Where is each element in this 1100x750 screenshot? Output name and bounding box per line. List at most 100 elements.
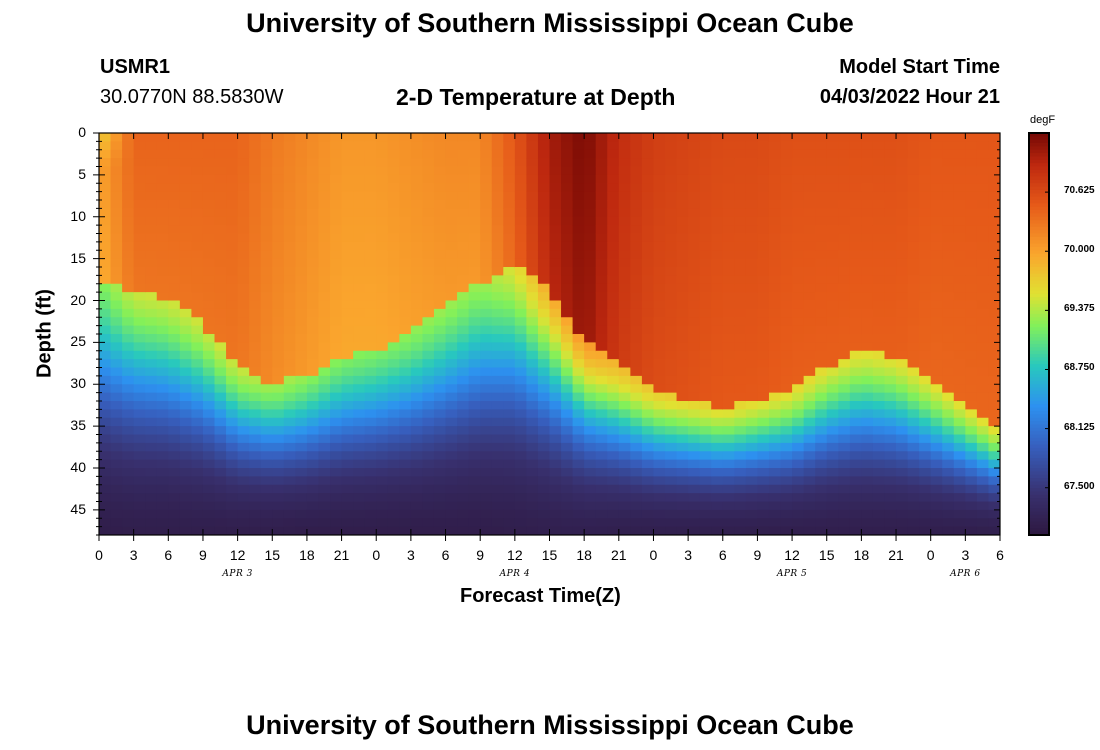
heatmap-cell [214, 325, 227, 335]
heatmap-cell [133, 225, 146, 235]
heatmap-cell [561, 401, 574, 410]
heatmap-cell [711, 200, 724, 209]
heatmap-cell [422, 451, 435, 461]
heatmap-cell [919, 392, 932, 402]
heatmap-cell [341, 208, 354, 218]
heatmap-cell [641, 334, 655, 343]
y-tick-label: 0 [78, 124, 86, 140]
heatmap-cell [468, 233, 481, 243]
heatmap-cell [387, 434, 400, 444]
heatmap-cell [341, 375, 354, 385]
heatmap-cell [896, 141, 909, 151]
heatmap-cell [665, 342, 678, 352]
heatmap-cell [884, 300, 897, 310]
heatmap-cell [457, 426, 470, 436]
heatmap-cell [491, 300, 504, 310]
heatmap-cell [572, 367, 585, 377]
heatmap-cell [422, 518, 435, 528]
heatmap-cell [745, 174, 759, 184]
heatmap-cell [930, 484, 943, 494]
heatmap-cell [226, 384, 239, 394]
heatmap-cell [641, 392, 655, 402]
heatmap-cell [353, 434, 366, 444]
heatmap-cell [838, 300, 851, 310]
heatmap-cell [399, 183, 412, 193]
heatmap-cell [330, 417, 343, 427]
heatmap-cell [872, 451, 886, 461]
heatmap-cell [745, 133, 759, 142]
heatmap-cell [976, 200, 990, 209]
heatmap-cell [191, 191, 204, 201]
heatmap-cell [145, 292, 158, 302]
heatmap-cell [722, 308, 735, 318]
heatmap-cell [757, 509, 770, 519]
heatmap-cell [330, 216, 343, 226]
heatmap-cell [561, 375, 574, 385]
heatmap-cell [283, 509, 296, 519]
heatmap-cell [595, 208, 608, 218]
heatmap-cell [965, 375, 978, 385]
heatmap-cell [768, 451, 782, 461]
heatmap-cell [468, 375, 481, 385]
heatmap-cell [699, 417, 712, 427]
heatmap-cell [353, 367, 366, 377]
heatmap-cell [306, 375, 320, 385]
heatmap-cell [491, 501, 504, 511]
heatmap-cell [330, 133, 343, 142]
heatmap-cell [491, 350, 504, 360]
heatmap-cell [711, 426, 724, 436]
heatmap-cell [745, 183, 759, 193]
heatmap-cell [156, 493, 169, 503]
heatmap-cell [584, 191, 597, 201]
heatmap-cell [942, 250, 955, 260]
heatmap-cell [237, 392, 250, 402]
heatmap-cell [110, 476, 123, 486]
heatmap-cell [711, 417, 724, 427]
heatmap-cell [237, 258, 250, 268]
heatmap-cell [526, 459, 539, 469]
heatmap-cell [468, 300, 481, 310]
heatmap-cell [433, 434, 447, 444]
heatmap-cell [641, 350, 655, 360]
heatmap-cell [214, 208, 227, 218]
colorbar-segment [1029, 290, 1049, 295]
heatmap-cell [537, 191, 551, 201]
heatmap-cell [641, 384, 655, 394]
heatmap-cell [399, 350, 412, 360]
heatmap-cell [734, 166, 747, 176]
heatmap-cell [630, 334, 643, 343]
heatmap-cell [306, 359, 320, 369]
heatmap-cell [919, 518, 932, 528]
heatmap-cell [202, 166, 216, 176]
heatmap-cell [145, 258, 158, 268]
heatmap-cell [572, 191, 585, 201]
heatmap-cell [688, 375, 701, 385]
heatmap-cell [826, 267, 839, 276]
heatmap-cell [260, 417, 273, 427]
colorbar-segment [1029, 518, 1049, 523]
heatmap-cell [653, 258, 666, 268]
heatmap-cell [965, 359, 978, 369]
heatmap-cell [792, 359, 805, 369]
heatmap-cell [792, 141, 805, 151]
heatmap-cell [919, 426, 932, 436]
heatmap-cell [780, 166, 793, 176]
heatmap-cell [907, 459, 920, 469]
heatmap-cell [734, 208, 747, 218]
heatmap-cell [526, 384, 539, 394]
heatmap-cell [433, 417, 447, 427]
heatmap-cell [364, 250, 377, 260]
heatmap-cell [665, 409, 678, 419]
heatmap-cell [491, 250, 504, 260]
heatmap-cell [907, 401, 920, 410]
heatmap-cell [387, 200, 400, 209]
heatmap-cell [768, 141, 782, 151]
heatmap-cell [445, 325, 458, 335]
heatmap-cell [803, 493, 816, 503]
heatmap-cell [676, 300, 689, 310]
heatmap-cell [826, 275, 839, 285]
heatmap-cell [110, 334, 123, 343]
heatmap-cell [133, 451, 146, 461]
heatmap-cell [480, 258, 493, 268]
heatmap-cell [849, 334, 862, 343]
